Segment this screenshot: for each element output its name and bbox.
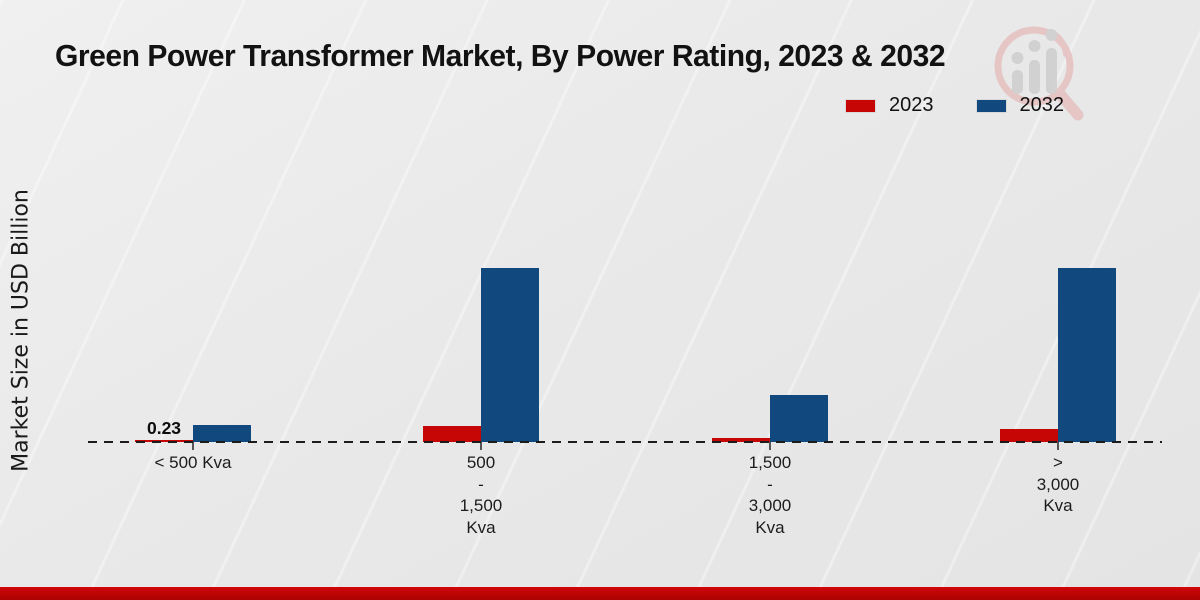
- magnifier-bar-chart-logo-icon: [994, 26, 1084, 121]
- legend: 2023 2032: [845, 94, 1064, 117]
- legend-item-2032: 2032: [975, 94, 1065, 117]
- legend-label-2032: 2032: [1019, 94, 1065, 116]
- x-axis-tick: [192, 442, 194, 450]
- x-tick-label: < 500 Kva: [154, 453, 232, 472]
- y-axis-title: Market Size in USD Billion: [8, 189, 34, 472]
- bar-2032-4: [1058, 268, 1116, 442]
- legend-swatch-2023: [845, 98, 876, 113]
- x-axis-tick: [1057, 442, 1059, 450]
- legend-swatch-2032: [975, 98, 1007, 113]
- legend-item-2023: 2023: [845, 94, 934, 117]
- zero-axis-line: [88, 441, 1162, 443]
- footer-red-bar: [0, 587, 1200, 600]
- bar-2032-3: [770, 395, 828, 442]
- bar-2023-3: [712, 438, 770, 442]
- bar-2032-1: [193, 425, 251, 442]
- bar-2023-2: [423, 425, 481, 442]
- bar-2023-1: [135, 439, 193, 442]
- bar-2032-2: [481, 268, 539, 442]
- chart-title: Green Power Transformer Market, By Power…: [55, 38, 946, 73]
- x-tick-label: 1,500-3,000 Kva: [748, 453, 792, 537]
- bar-data-label: 0.23: [146, 418, 182, 439]
- x-axis-tick: [480, 442, 482, 450]
- legend-label-2023: 2023: [889, 94, 934, 116]
- x-tick-label: 500-1,500 Kva: [459, 453, 503, 537]
- bar-2023-4: [1000, 428, 1058, 442]
- x-axis-tick: [769, 442, 771, 450]
- x-tick-label: >3,000 Kva: [1036, 453, 1080, 515]
